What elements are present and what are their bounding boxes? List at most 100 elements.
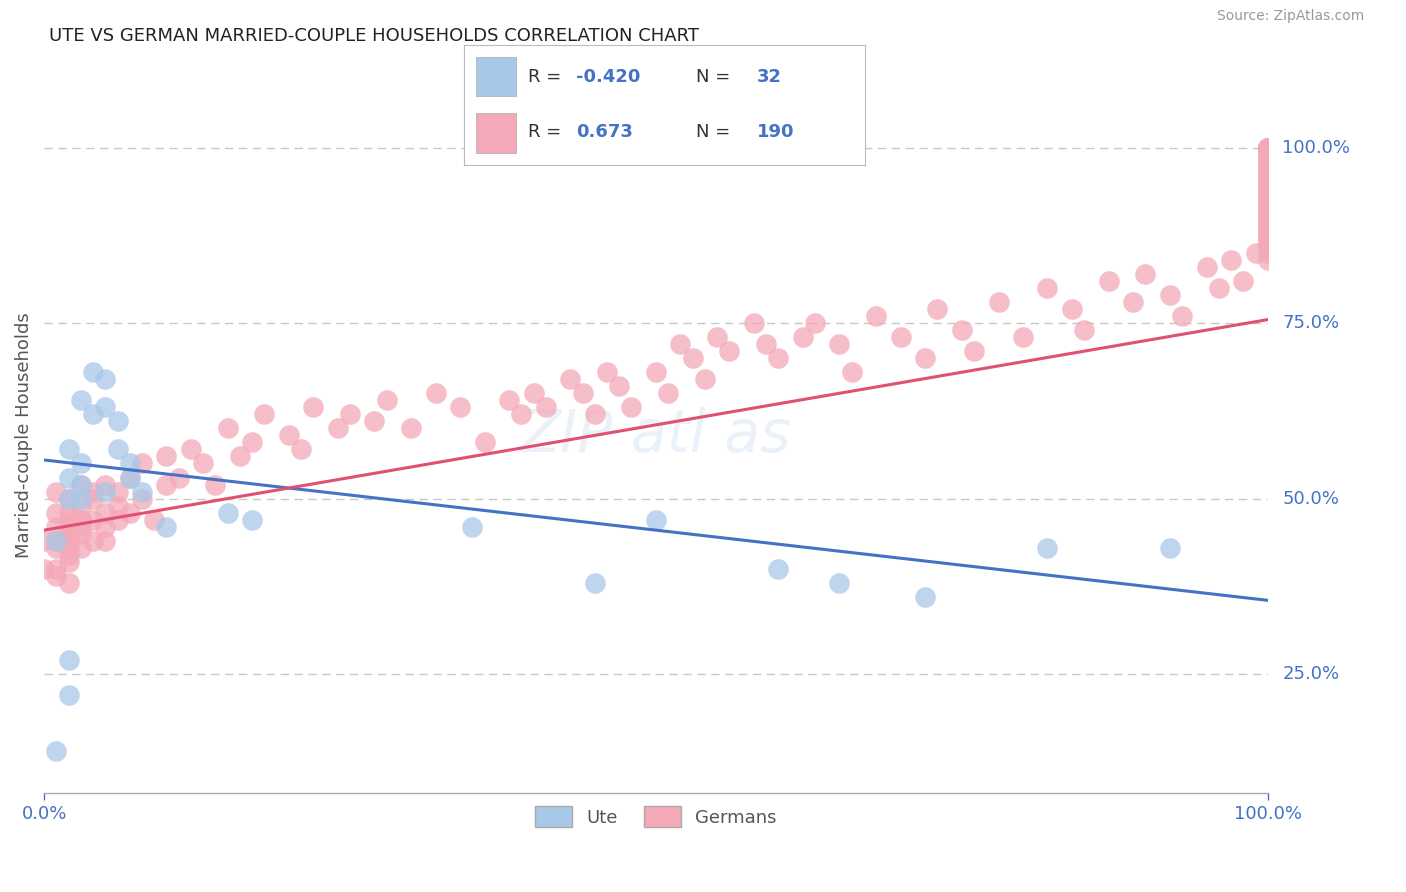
Point — [58, 688, 80, 702]
Point — [1257, 239, 1279, 253]
Point — [1257, 183, 1279, 197]
Point — [1036, 281, 1059, 295]
Point — [82, 533, 104, 548]
Point — [1257, 141, 1279, 155]
Point — [82, 491, 104, 506]
Point — [1257, 141, 1279, 155]
Point — [1257, 196, 1279, 211]
Point — [1257, 176, 1279, 190]
Point — [1257, 203, 1279, 218]
Text: 190: 190 — [756, 123, 794, 141]
Point — [45, 533, 67, 548]
Point — [94, 484, 117, 499]
Point — [69, 519, 91, 533]
Point — [804, 316, 827, 330]
Point — [987, 295, 1010, 310]
Point — [45, 568, 67, 582]
Point — [399, 421, 422, 435]
Point — [1257, 147, 1279, 161]
Point — [1257, 141, 1279, 155]
Point — [58, 533, 80, 548]
Point — [1257, 203, 1279, 218]
Point — [1257, 246, 1279, 260]
Point — [58, 519, 80, 533]
Point — [1257, 141, 1279, 155]
Point — [180, 442, 202, 457]
Point — [792, 330, 814, 344]
Point — [94, 372, 117, 386]
Point — [474, 435, 496, 450]
Point — [58, 541, 80, 555]
Point — [1257, 190, 1279, 204]
Point — [963, 344, 986, 359]
Point — [1257, 161, 1279, 176]
Point — [131, 457, 153, 471]
Point — [1257, 218, 1279, 232]
Point — [240, 513, 263, 527]
Point — [1257, 154, 1279, 169]
Point — [1012, 330, 1035, 344]
Point — [1257, 239, 1279, 253]
Point — [167, 470, 190, 484]
Point — [1257, 141, 1279, 155]
Point — [94, 533, 117, 548]
Text: 100.0%: 100.0% — [1282, 138, 1350, 157]
Point — [425, 386, 447, 401]
Point — [94, 519, 117, 533]
Point — [217, 421, 239, 435]
Point — [865, 309, 887, 323]
Point — [69, 477, 91, 491]
Point — [193, 457, 215, 471]
Text: R =: R = — [529, 68, 567, 86]
Point — [229, 450, 252, 464]
Point — [107, 513, 129, 527]
Point — [131, 491, 153, 506]
Point — [217, 506, 239, 520]
Point — [107, 414, 129, 428]
Point — [69, 499, 91, 513]
Bar — [477, 57, 516, 96]
Text: 50.0%: 50.0% — [1282, 490, 1340, 508]
Point — [755, 337, 778, 351]
Point — [1135, 267, 1157, 281]
Point — [204, 477, 226, 491]
Point — [1257, 218, 1279, 232]
Point — [32, 562, 55, 576]
Point — [1257, 141, 1279, 155]
Point — [58, 513, 80, 527]
Point — [1257, 141, 1279, 155]
Point — [645, 513, 668, 527]
Point — [645, 365, 668, 379]
Point — [1257, 232, 1279, 246]
Point — [449, 401, 471, 415]
Point — [69, 477, 91, 491]
Point — [32, 533, 55, 548]
Point — [155, 477, 177, 491]
Text: ZIP atl as: ZIP atl as — [520, 407, 792, 464]
Text: 75.0%: 75.0% — [1282, 314, 1340, 332]
Point — [69, 513, 91, 527]
Point — [768, 562, 790, 576]
Point — [1257, 190, 1279, 204]
Point — [58, 470, 80, 484]
Point — [571, 386, 593, 401]
Point — [107, 484, 129, 499]
Point — [1257, 141, 1279, 155]
Text: N =: N = — [696, 68, 737, 86]
Point — [890, 330, 912, 344]
Point — [1257, 203, 1279, 218]
Point — [768, 351, 790, 366]
Point — [94, 401, 117, 415]
Point — [94, 506, 117, 520]
Point — [1232, 274, 1254, 288]
Text: UTE VS GERMAN MARRIED-COUPLE HOUSEHOLDS CORRELATION CHART: UTE VS GERMAN MARRIED-COUPLE HOUSEHOLDS … — [49, 27, 699, 45]
Text: 0.673: 0.673 — [576, 123, 633, 141]
Point — [131, 484, 153, 499]
Point — [1257, 225, 1279, 239]
Point — [290, 442, 312, 457]
Point — [1257, 161, 1279, 176]
Text: 32: 32 — [756, 68, 782, 86]
Point — [1159, 541, 1181, 555]
Point — [1220, 252, 1243, 267]
Point — [58, 653, 80, 667]
